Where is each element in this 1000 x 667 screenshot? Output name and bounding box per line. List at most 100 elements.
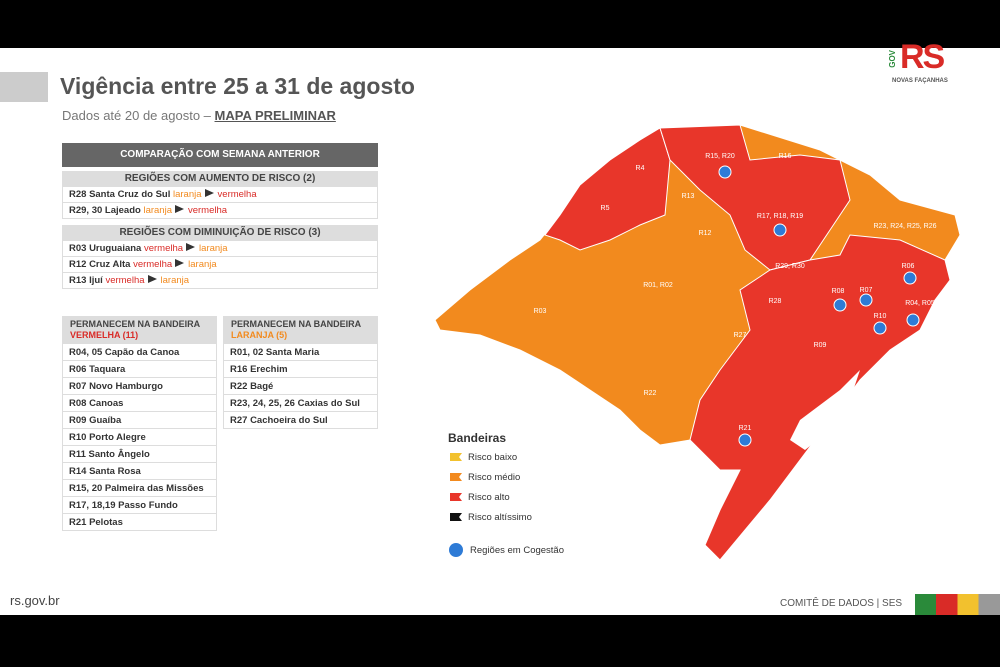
to-flag: vermelha — [187, 205, 228, 216]
lagoon — [790, 370, 860, 450]
list-item: R04, 05 Capão da Canoa — [62, 344, 217, 361]
list-item: R07 Novo Hamburgo — [62, 378, 217, 395]
region-label: R21 — [739, 425, 752, 432]
legend-cogestao: Regiões em Cogestão — [470, 545, 564, 556]
change-row: R12 Cruz Alta vermelha laranja — [62, 257, 378, 273]
region-label: R03 — [534, 308, 547, 315]
orange-list: PERMANECEM NA BANDEIRA LARANJA (5) R01, 02… — [223, 316, 378, 429]
arrow — [204, 189, 214, 197]
arrow — [186, 243, 196, 251]
list-item: R06 Taquara — [62, 361, 217, 378]
side-tab — [0, 72, 48, 102]
footer-site: rs.gov.br — [10, 593, 60, 608]
title: Vigência entre 25 a 31 de agosto — [60, 73, 415, 99]
legend-label: Risco médio — [468, 472, 520, 483]
legend-flag — [450, 473, 462, 481]
list-item: R17, 18,19 Passo Fundo — [62, 497, 217, 514]
group-heading: REGIÕES COM AUMENTO DE RISCO (2) — [62, 171, 378, 187]
region-red-east — [689, 234, 951, 561]
marker — [773, 223, 787, 237]
arrow-shape — [147, 275, 157, 283]
arrow — [174, 205, 184, 213]
region: R12 Cruz Alta — [69, 259, 131, 270]
region-red-north — [659, 124, 851, 271]
list-heading-text: PERMANECEM NA BANDEIRA — [70, 319, 201, 329]
list-item: R08 Canoas — [62, 395, 217, 412]
region-label: R12 — [699, 230, 712, 237]
region-label: R09 — [814, 342, 827, 349]
region-label: R08 — [832, 288, 845, 295]
subtitle-link: MAPA PRELIMINAR — [214, 108, 336, 123]
region: R13 Ijuí — [69, 275, 103, 286]
comparison-table: COMPARAÇÃO COM SEMANA ANTERIOR REGIÕES C… — [62, 143, 378, 289]
cogestao-markers — [718, 165, 920, 447]
region: R03 Uruguaiana — [69, 243, 142, 254]
footer-credit: COMITÊ DE DADOS | SES — [780, 598, 903, 609]
region: R28 Santa Cruz do Sul — [69, 189, 171, 200]
marker — [833, 298, 847, 312]
arrow-shape — [186, 243, 196, 251]
subtitle-text: Dados até 20 de agosto – — [62, 108, 211, 123]
from-flag: laranja — [143, 205, 172, 216]
region-label: R13 — [682, 193, 695, 200]
region-label: R23, R24, R25, R26 — [873, 223, 936, 230]
list-heading-text: PERMANECEM NA BANDEIRA — [231, 319, 362, 329]
region-label: R10 — [874, 313, 887, 320]
list-item: R21 Pelotas — [62, 514, 217, 531]
marker — [738, 433, 752, 447]
list-item: R16 Erechim — [223, 361, 378, 378]
arrow — [147, 275, 157, 283]
marker — [906, 313, 920, 327]
list-item: R23, 24, 25, 26 Caxias do Sul — [223, 395, 378, 412]
change-row: R28 Santa Cruz do Sul laranja vermelha — [62, 187, 378, 203]
legend-flag — [450, 493, 462, 501]
legend-title: Bandeiras — [448, 431, 506, 445]
region: R29, 30 Lajeado — [69, 205, 141, 216]
list-item: R01, 02 Santa Maria — [223, 344, 378, 361]
marker — [903, 271, 917, 285]
region-label: R17, R18, R19 — [757, 213, 803, 220]
from-flag: laranja — [173, 189, 202, 200]
list-flag: VERMELHA (11) — [70, 330, 139, 340]
marker — [859, 293, 873, 307]
region-label: R01, R02 — [643, 282, 673, 289]
legend-cogestao-icon — [449, 543, 463, 557]
logo-tagline: NOVAS FAÇANHAS — [892, 78, 948, 84]
arrow-shape — [204, 189, 214, 197]
comparison-title: COMPARAÇÃO COM SEMANA ANTERIOR — [62, 143, 378, 167]
region-label: R04, R05 — [905, 300, 935, 307]
region-label: R22 — [644, 390, 657, 397]
group-heading: REGIÕES COM DIMINUIÇÃO DE RISCO (3) — [62, 225, 378, 241]
list-item: R14 Santa Rosa — [62, 463, 217, 480]
to-flag: laranja — [188, 259, 217, 270]
list-item: R27 Cachoeira do Sul — [223, 412, 378, 429]
arrow-shape — [174, 205, 184, 213]
from-flag: vermelha — [133, 259, 173, 270]
region-label: R16 — [779, 153, 792, 160]
list-item: R22 Bagé — [223, 378, 378, 395]
list-flag: LARANJA (5) — [231, 330, 288, 340]
region-label: R5 — [601, 205, 610, 212]
region-label: R07 — [860, 287, 873, 294]
marker — [873, 321, 887, 335]
list-item: R09 Guaíba — [62, 412, 217, 429]
from-flag: vermelha — [143, 243, 184, 254]
change-row: R13 Ijuí vermelha laranja — [62, 273, 378, 289]
region-label: R15, R20 — [705, 153, 735, 160]
region-label: R06 — [902, 263, 915, 270]
arrow — [175, 259, 185, 267]
to-flag: vermelha — [217, 189, 257, 200]
marker — [718, 165, 732, 179]
legend-label: Risco alto — [468, 492, 510, 503]
region-label: R27 — [734, 332, 747, 339]
from-flag: vermelha — [105, 275, 145, 286]
subtitle: Dados até 20 de agosto – MAPA PRELIMINAR — [62, 108, 336, 123]
list-heading: PERMANECEM NA BANDEIRA VERMELHA (11) — [62, 316, 217, 344]
footer-colors — [915, 594, 1000, 615]
region-label: R4 — [636, 165, 645, 172]
arrow-shape — [175, 259, 185, 267]
legend-flag — [450, 513, 462, 521]
change-row: R29, 30 Lajeado laranja vermelha — [62, 203, 378, 219]
